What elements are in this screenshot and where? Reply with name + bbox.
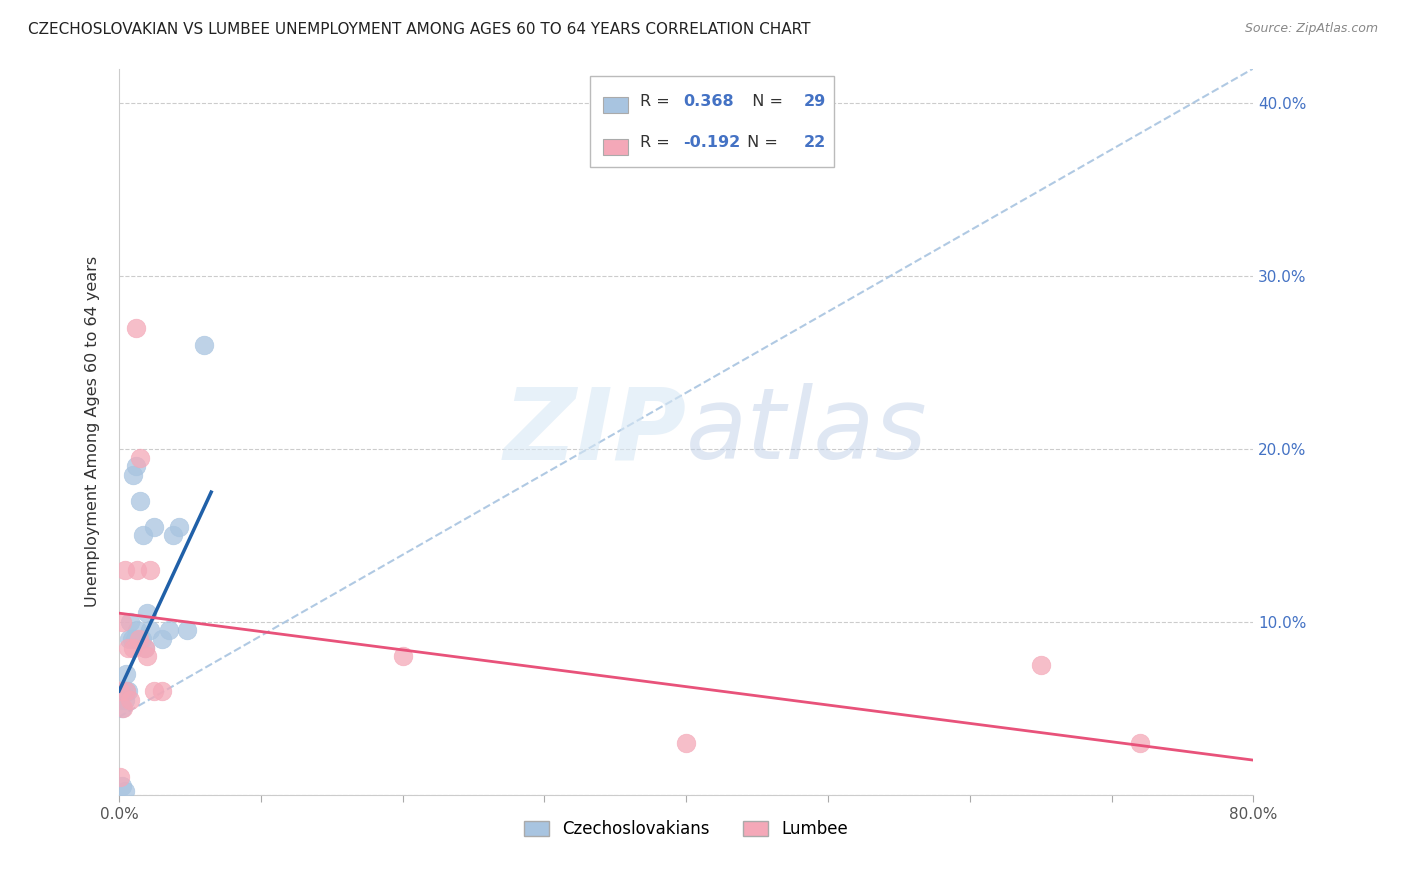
Text: R =: R = [640,94,675,109]
Point [121,632,143,646]
Point [129,493,152,508]
Point [125,459,148,474]
Point [114,692,136,706]
Point [115,684,138,698]
Text: Source: ZipAtlas.com: Source: ZipAtlas.com [1244,22,1378,36]
Point [111,615,134,629]
FancyBboxPatch shape [589,76,834,167]
Point [114,563,136,577]
Point [114,784,136,798]
Point [193,338,215,352]
Point [122,640,145,655]
Text: ZIP: ZIP [503,383,686,480]
Point [150,632,173,646]
Point [110,684,132,698]
Text: 0.368: 0.368 [683,94,734,109]
Point [143,684,166,698]
Point [136,649,159,664]
Point [139,624,162,638]
Point [117,684,139,698]
Point [132,528,155,542]
Point [111,779,134,793]
Point [134,640,156,655]
Point [124,632,146,646]
Point [129,450,152,465]
Point [110,692,132,706]
Point [115,666,138,681]
Point [112,701,135,715]
Text: 22: 22 [804,136,827,151]
Point [110,771,132,785]
Text: CZECHOSLOVAKIAN VS LUMBEE UNEMPLOYMENT AMONG AGES 60 TO 64 YEARS CORRELATION CHA: CZECHOSLOVAKIAN VS LUMBEE UNEMPLOYMENT A… [28,22,811,37]
Point [675,736,697,750]
Point [120,615,142,629]
Point [157,624,180,638]
Point [118,632,141,646]
FancyBboxPatch shape [603,138,628,154]
Point [162,528,184,542]
Point [120,692,142,706]
Point [391,649,413,664]
Text: atlas: atlas [686,383,928,480]
Point [134,640,156,655]
Point [136,606,159,620]
Point [143,519,166,533]
Point [128,632,150,646]
Point [115,684,138,698]
Point [1029,658,1052,673]
FancyBboxPatch shape [603,97,628,112]
Point [127,563,149,577]
Y-axis label: Unemployment Among Ages 60 to 64 years: Unemployment Among Ages 60 to 64 years [86,256,100,607]
Point [167,519,190,533]
Point [117,640,139,655]
Point [111,701,134,715]
Text: R =: R = [640,136,675,151]
Point [125,321,148,335]
Point [122,467,145,482]
Text: -0.192: -0.192 [683,136,740,151]
Point [127,624,149,638]
Point [176,624,198,638]
Text: 29: 29 [804,94,827,109]
Text: N =: N = [742,136,783,151]
Legend: Czechoslovakians, Lumbee: Czechoslovakians, Lumbee [517,814,855,845]
Text: N =: N = [742,94,787,109]
Point [1129,736,1152,750]
Point [131,632,153,646]
Point [112,684,135,698]
Point [139,563,162,577]
Point [150,684,173,698]
